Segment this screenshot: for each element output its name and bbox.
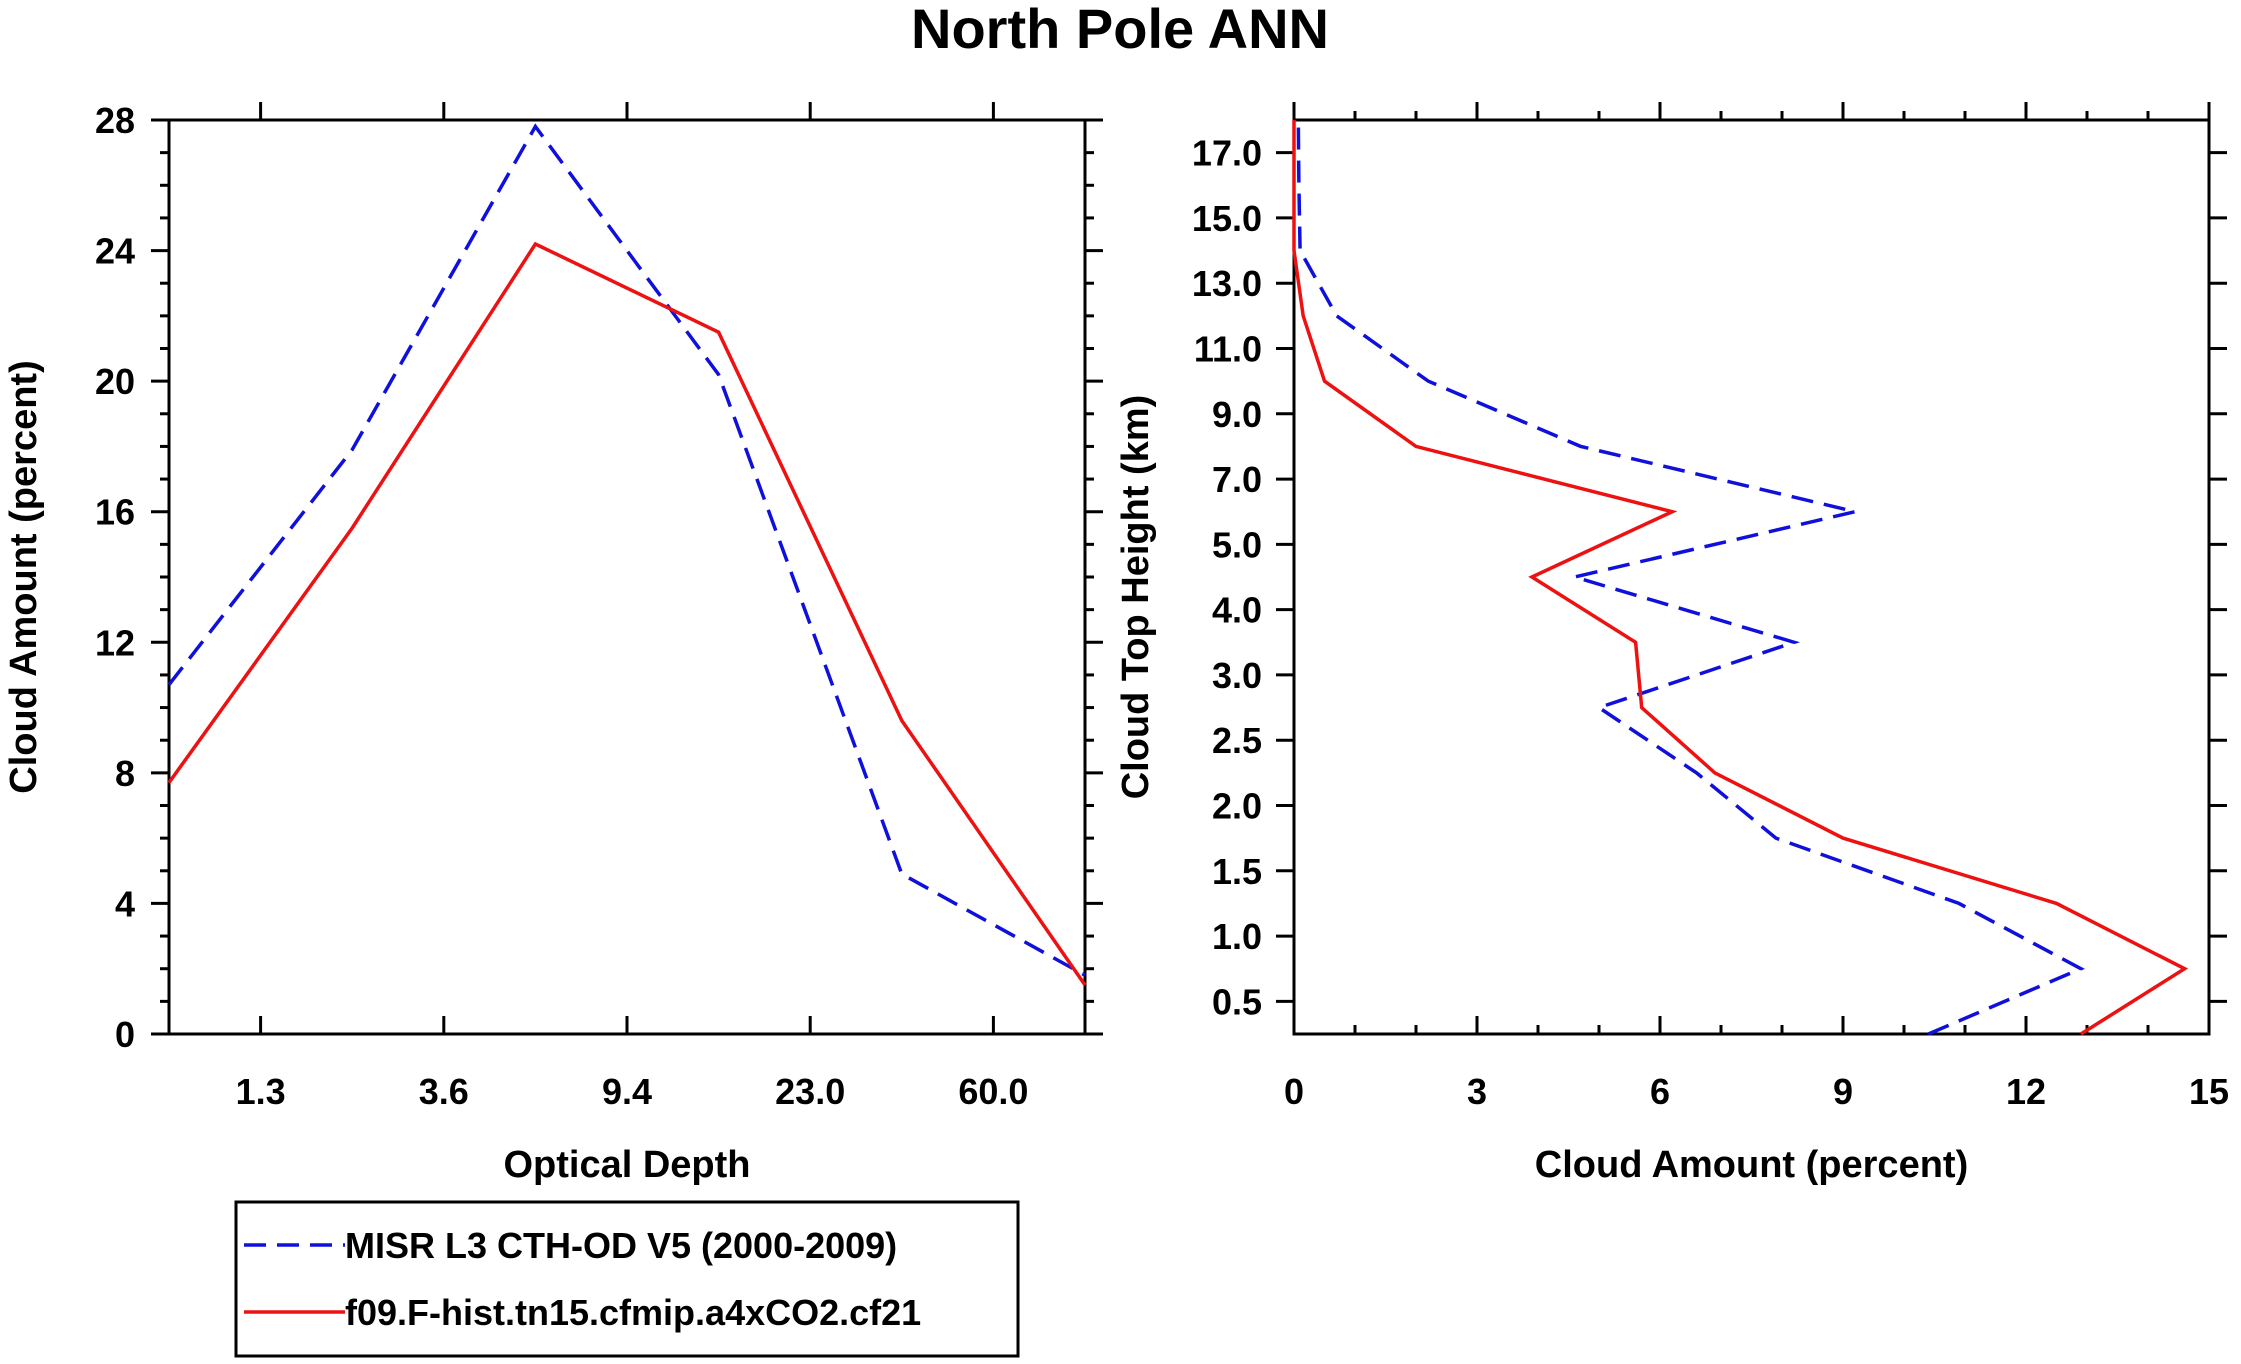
y-tick-label: 2.5	[1212, 720, 1262, 761]
y-axis-label: Cloud Amount (percent)	[3, 360, 45, 793]
x-tick-label: 23.0	[775, 1071, 845, 1112]
y-tick-label: 17.0	[1192, 133, 1262, 174]
y-tick-label: 1.5	[1212, 851, 1262, 892]
y-tick-label: 8	[115, 753, 135, 794]
legend-label-model: f09.F-hist.tn15.cfmip.a4xCO2.cf21	[345, 1292, 921, 1333]
figure-title: North Pole ANN	[911, 0, 1329, 60]
y-tick-label: 7.0	[1212, 459, 1262, 500]
y-tick-label: 9.0	[1212, 394, 1262, 435]
y-tick-label: 12	[95, 622, 135, 663]
y-tick-label: 4.0	[1212, 590, 1262, 631]
x-tick-label: 6	[1650, 1071, 1670, 1112]
series-line-observation	[167, 123, 1086, 977]
x-tick-label: 9	[1833, 1071, 1853, 1112]
plot-frame	[167, 118, 1087, 1036]
y-tick-label: 24	[95, 231, 135, 272]
y-tick-label: 28	[95, 100, 135, 141]
x-tick-label: 60.0	[958, 1071, 1028, 1112]
cloud-top-height-panel: 0 3 6 9 12 15 0.5 1.0 1.5 2.0 2.5 3.0 4.0 5.0 7.0 9.0 11…	[1115, 102, 2229, 1186]
y-tick-label: 4	[115, 883, 135, 924]
x-tick-label: 0	[1284, 1071, 1304, 1112]
y-tick-label: 15.0	[1192, 198, 1262, 239]
x-tick-label: 9.4	[602, 1071, 652, 1112]
y-tick-label: 20	[95, 361, 135, 402]
legend-box	[234, 1200, 1020, 1358]
legend-label-observation: MISR L3 CTH-OD V5 (2000-2009)	[345, 1225, 897, 1266]
y-tick-label: 0	[115, 1014, 135, 1055]
y-tick-label: 3.0	[1212, 655, 1262, 696]
x-tick-label: 3.6	[419, 1071, 469, 1112]
optical-depth-panel: 1.3 3.6 9.4 23.0 60.0 0 4 8 12 16 20 24 28 Optical De…	[3, 100, 1103, 1186]
x-tick-label: 1.3	[236, 1071, 286, 1112]
y-tick-label: 2.0	[1212, 786, 1262, 827]
y-tick-label: 16	[95, 492, 135, 533]
series-line-observation	[1296, 119, 2085, 1036]
x-axis-label: Optical Depth	[503, 1144, 750, 1186]
y-tick-label: 5.0	[1212, 524, 1262, 565]
y-axis-label: Cloud Top Height (km)	[1115, 395, 1157, 800]
x-tick-label: 15	[2189, 1071, 2229, 1112]
y-tick-label: 11.0	[1194, 329, 1262, 370]
series-line-model	[167, 241, 1087, 986]
x-tick-label: 12	[2006, 1071, 2046, 1112]
y-tick-label: 13.0	[1192, 263, 1262, 304]
legend: MISR L3 CTH-OD V5 (2000-2009) f09.F-hist…	[234, 1200, 1020, 1358]
y-tick-label: 1.0	[1212, 916, 1262, 957]
plot-frame	[1292, 118, 2211, 1036]
x-tick-label: 3	[1467, 1071, 1487, 1112]
y-tick-label: 0.5	[1212, 981, 1262, 1022]
x-axis-label: Cloud Amount (percent)	[1535, 1144, 1968, 1186]
series-line-model	[1292, 120, 2189, 1036]
